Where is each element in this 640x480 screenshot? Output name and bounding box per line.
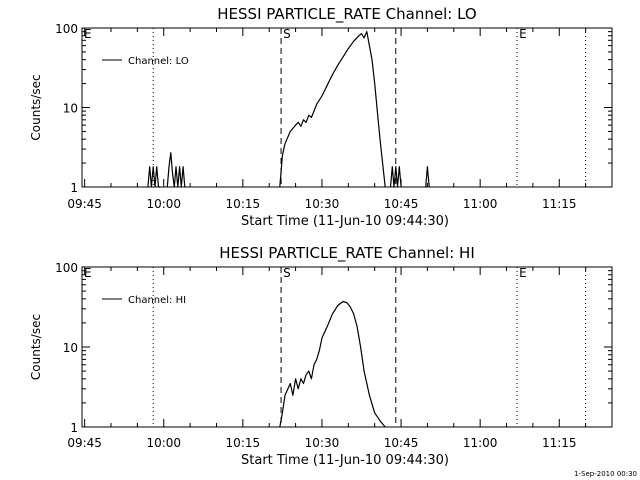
- chart-title: HESSI PARTICLE_RATE Channel: HI: [219, 244, 475, 263]
- y-tick-label: 1: [70, 421, 78, 435]
- x-tick-label: 09:45: [67, 197, 102, 211]
- x-tick-label: 09:45: [67, 436, 102, 450]
- series-line-segment: [279, 300, 386, 428]
- x-tick-label: 11:15: [542, 436, 577, 450]
- plot-frame: [81, 27, 613, 188]
- x-tick-label: 10:45: [384, 436, 419, 450]
- x-tick-label: 10:15: [226, 197, 261, 211]
- time-marker-label: E: [519, 27, 527, 41]
- x-tick-label: 11:15: [542, 197, 577, 211]
- series-line-segment: [279, 31, 386, 188]
- x-tick-label: 10:00: [146, 197, 181, 211]
- time-marker-label: E: [84, 27, 92, 41]
- series-line-segment: [166, 152, 186, 188]
- x-tick-label: 10:00: [146, 436, 181, 450]
- time-marker-label: E: [84, 266, 92, 280]
- y-tick-label: 10: [63, 341, 78, 355]
- time-marker-label: E: [519, 266, 527, 280]
- x-tick-label: 10:15: [226, 436, 261, 450]
- y-tick-label: 100: [55, 22, 78, 36]
- series-line-segment: [425, 166, 430, 188]
- x-tick-label: 10:45: [384, 197, 419, 211]
- y-tick-label: 100: [55, 261, 78, 275]
- footer-timestamp: 1-Sep-2010 00:30: [574, 470, 637, 478]
- legend-label: Channel: LO: [128, 56, 189, 67]
- x-axis-label: Start Time (11-Jun-10 09:44:30): [241, 453, 449, 468]
- chart-panel-hi: HESSI PARTICLE_RATE Channel: HI 1 10 100 09:…: [29, 244, 613, 468]
- chart-title: HESSI PARTICLE_RATE Channel: LO: [217, 5, 476, 24]
- series-line-segment: [147, 166, 161, 188]
- y-axis-label: Counts/sec: [29, 74, 43, 140]
- plot-frame: [81, 266, 613, 428]
- y-axis-label: Counts/sec: [29, 314, 43, 380]
- time-marker-label: S: [283, 266, 291, 280]
- x-tick-label: 11:00: [463, 436, 498, 450]
- x-tick-label: 10:30: [305, 436, 340, 450]
- time-marker-label: S: [283, 27, 291, 41]
- x-tick-label: 11:00: [463, 197, 498, 211]
- y-tick-label: 1: [70, 181, 78, 195]
- legend-label: Channel: HI: [128, 295, 186, 306]
- x-axis-label: Start Time (11-Jun-10 09:44:30): [241, 214, 449, 229]
- y-tick-label: 10: [63, 102, 78, 116]
- x-tick-label: 10:30: [305, 197, 340, 211]
- chart-panel-lo: HESSI PARTICLE_RATE Channel: LO 1 10 100 09:…: [29, 5, 613, 229]
- series-line-segment: [389, 166, 402, 188]
